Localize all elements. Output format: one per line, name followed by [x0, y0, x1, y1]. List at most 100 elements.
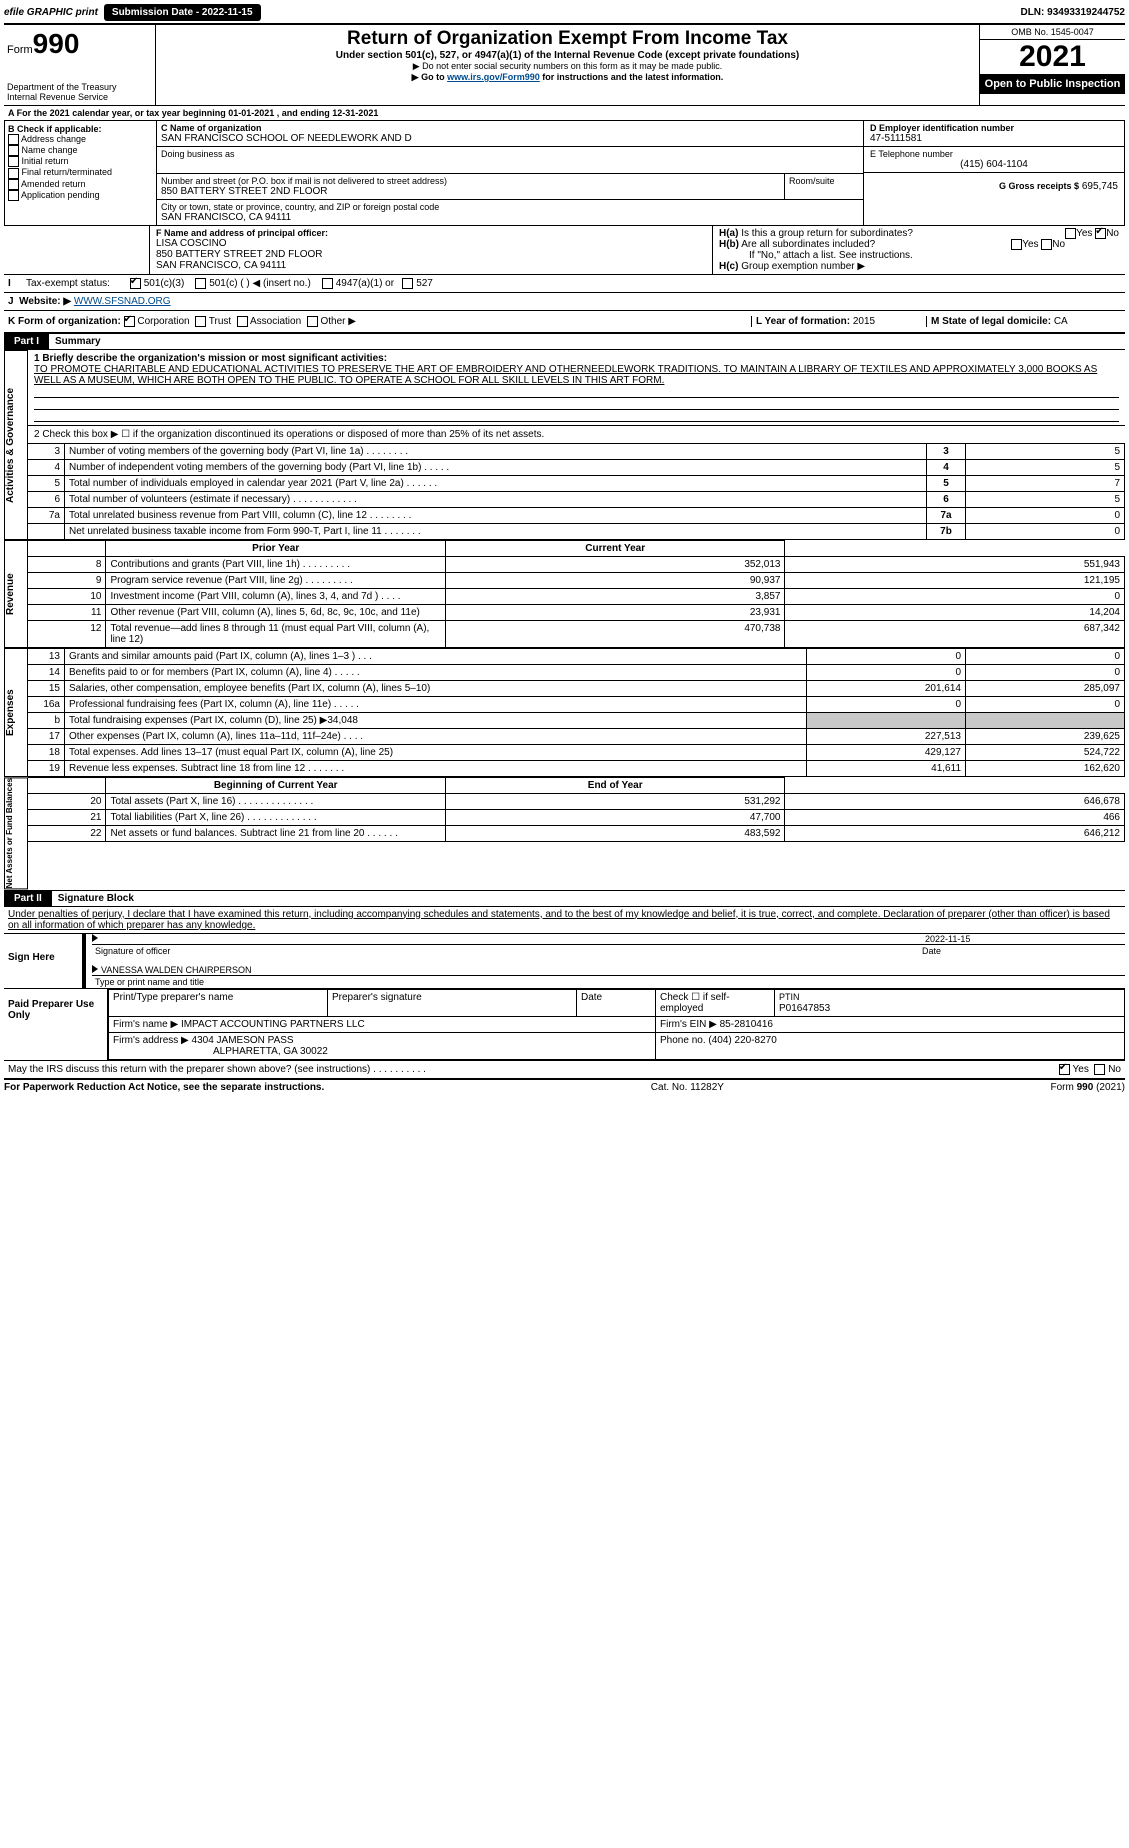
form990-link[interactable]: www.irs.gov/Form990: [447, 72, 540, 82]
perjury-text: Under penalties of perjury, I declare th…: [4, 907, 1125, 934]
officer-name-title: VANESSA WALDEN CHAIRPERSON: [101, 965, 252, 975]
chk-501c[interactable]: [195, 278, 206, 289]
firm-ein: 85-2810416: [720, 1019, 773, 1030]
summary-block: Activities & Governance 1 Briefly descri…: [4, 350, 1125, 540]
gov-table: 3 Number of voting members of the govern…: [28, 443, 1125, 540]
prep-phone: (404) 220-8270: [708, 1035, 776, 1046]
room-label: Room/suite: [784, 174, 863, 199]
date-label: Date: [919, 944, 1125, 957]
line-klm: K Form of organization: Corporation Trus…: [4, 311, 1125, 333]
part2-header: Part II Signature Block: [4, 890, 1125, 907]
part1-header: Part I Summary: [4, 333, 1125, 350]
hdr-boy: Beginning of Current Year: [106, 778, 446, 794]
b-amend: Amended return: [21, 179, 86, 189]
hb-text: Are all subordinates included?: [741, 239, 875, 250]
b-init: Initial return: [22, 156, 69, 166]
subtitle: Under section 501(c), 527, or 4947(a)(1)…: [162, 50, 973, 61]
section-b-to-g: B Check if applicable: Address change Na…: [4, 121, 1125, 226]
ha-no[interactable]: [1095, 228, 1106, 239]
officer-addr2: SAN FRANCISCO, CA 94111: [156, 260, 706, 271]
discuss-row: May the IRS discuss this return with the…: [4, 1061, 1125, 1079]
top-bar: efile GRAPHIC print Submission Date - 20…: [4, 4, 1125, 25]
na-table: Beginning of Current YearEnd of Year 20 …: [28, 777, 1125, 842]
org-name: SAN FRANCISCO SCHOOL OF NEEDLEWORK AND D: [161, 133, 859, 144]
form-number: Form990: [7, 28, 152, 60]
hdr-prep-name: Print/Type preparer's name: [109, 989, 328, 1016]
chk-amended[interactable]: [8, 179, 19, 190]
open-inspection: Open to Public Inspection: [980, 74, 1125, 94]
m-label: M State of legal domicile:: [931, 316, 1051, 327]
rev-table: Prior YearCurrent Year 8 Contributions a…: [28, 540, 1125, 648]
i-label: Tax-exempt status:: [26, 278, 110, 289]
chk-other[interactable]: [307, 316, 318, 327]
chk-name-change[interactable]: [8, 145, 19, 156]
col-c: C Name of organization SAN FRANCISCO SCH…: [157, 121, 863, 225]
l-label: L Year of formation:: [756, 316, 850, 327]
website-link[interactable]: WWW.SFSNAD.ORG: [74, 296, 171, 307]
chk-initial[interactable]: [8, 156, 19, 167]
l2-text: 2 Check this box ▶ ☐ if the organization…: [28, 426, 1125, 443]
ein-value: 47-5111581: [870, 133, 1118, 144]
org-city: SAN FRANCISCO, CA 94111: [161, 212, 859, 223]
phone-lbl: Phone no.: [660, 1035, 706, 1046]
ptin-label: PTIN: [779, 992, 800, 1002]
hb-yes[interactable]: [1011, 239, 1022, 250]
dln-label: DLN: 93493319244752: [1020, 7, 1125, 18]
b-final: Final return/terminated: [22, 167, 113, 177]
k-label: K Form of organization:: [8, 316, 121, 327]
note-pre: ▶ Go to: [412, 72, 447, 82]
chk-trust[interactable]: [195, 316, 206, 327]
section-f-h: F Name and address of principal officer:…: [4, 226, 1125, 275]
sign-here-label: Sign Here: [4, 934, 82, 988]
self-emp[interactable]: Check ☐ if self-employed: [656, 989, 775, 1016]
firm-addr1: 4304 JAMESON PASS: [192, 1035, 294, 1046]
side-expenses: Expenses: [4, 648, 28, 777]
addr-label: Number and street (or P.O. box if mail i…: [161, 176, 780, 186]
caret-icon: [92, 934, 98, 942]
efile-label: efile GRAPHIC print: [4, 7, 98, 18]
caret-icon-2: [92, 965, 98, 973]
discuss-no[interactable]: [1094, 1064, 1105, 1075]
h-block: H(a) Is this a group return for subordin…: [712, 226, 1125, 274]
l-value: 2015: [853, 316, 875, 327]
col-deg: D Employer identification number 47-5111…: [863, 121, 1124, 225]
discuss-text: May the IRS discuss this return with the…: [8, 1064, 426, 1075]
gross-receipts: 695,745: [1082, 181, 1118, 192]
b-label: B Check if applicable:: [8, 124, 153, 134]
hdr-prior: Prior Year: [106, 541, 446, 557]
hb-note: If "No," attach a list. See instructions…: [719, 250, 1119, 261]
discuss-yes[interactable]: [1059, 1064, 1070, 1075]
officer-addr1: 850 BATTERY STREET 2ND FLOOR: [156, 249, 706, 260]
side-revenue: Revenue: [4, 540, 28, 648]
b-addr: Address change: [21, 134, 86, 144]
chk-final[interactable]: [8, 168, 19, 179]
line-a-text: For the 2021 calendar year, or tax year …: [17, 108, 379, 118]
form-prefix: Form: [7, 44, 33, 56]
sig-officer-label: Signature of officer: [92, 944, 919, 957]
hb-no[interactable]: [1041, 239, 1052, 250]
firm-name-lbl: Firm's name ▶: [113, 1019, 178, 1030]
irs-label: Internal Revenue Service: [7, 92, 152, 102]
ha-yes[interactable]: [1065, 228, 1076, 239]
chk-pending[interactable]: [8, 190, 19, 201]
part2-bar: Part II: [4, 891, 52, 906]
chk-527[interactable]: [402, 278, 413, 289]
paid-preparer-block: Paid Preparer Use Only Print/Type prepar…: [4, 989, 1125, 1061]
chk-corp[interactable]: [124, 316, 135, 327]
submission-button[interactable]: Submission Date - 2022-11-15: [104, 4, 261, 21]
part1-title: Summary: [49, 334, 107, 349]
chk-4947[interactable]: [322, 278, 333, 289]
chk-501c3[interactable]: [130, 278, 141, 289]
side-governance: Activities & Governance: [4, 350, 28, 540]
firm-ein-lbl: Firm's EIN ▶: [660, 1019, 717, 1030]
chk-address-change[interactable]: [8, 134, 19, 145]
hdr-current: Current Year: [445, 541, 785, 557]
c-name-label: C Name of organization: [161, 123, 859, 133]
dept-label: Department of the Treasury: [7, 82, 152, 92]
j-label: Website: ▶: [19, 296, 71, 307]
hdr-prep-date: Date: [577, 989, 656, 1016]
chk-assoc[interactable]: [237, 316, 248, 327]
line-a: A For the 2021 calendar year, or tax yea…: [4, 106, 1125, 121]
form-no: 990: [33, 28, 80, 59]
footer-cat: Cat. No. 11282Y: [651, 1082, 724, 1093]
